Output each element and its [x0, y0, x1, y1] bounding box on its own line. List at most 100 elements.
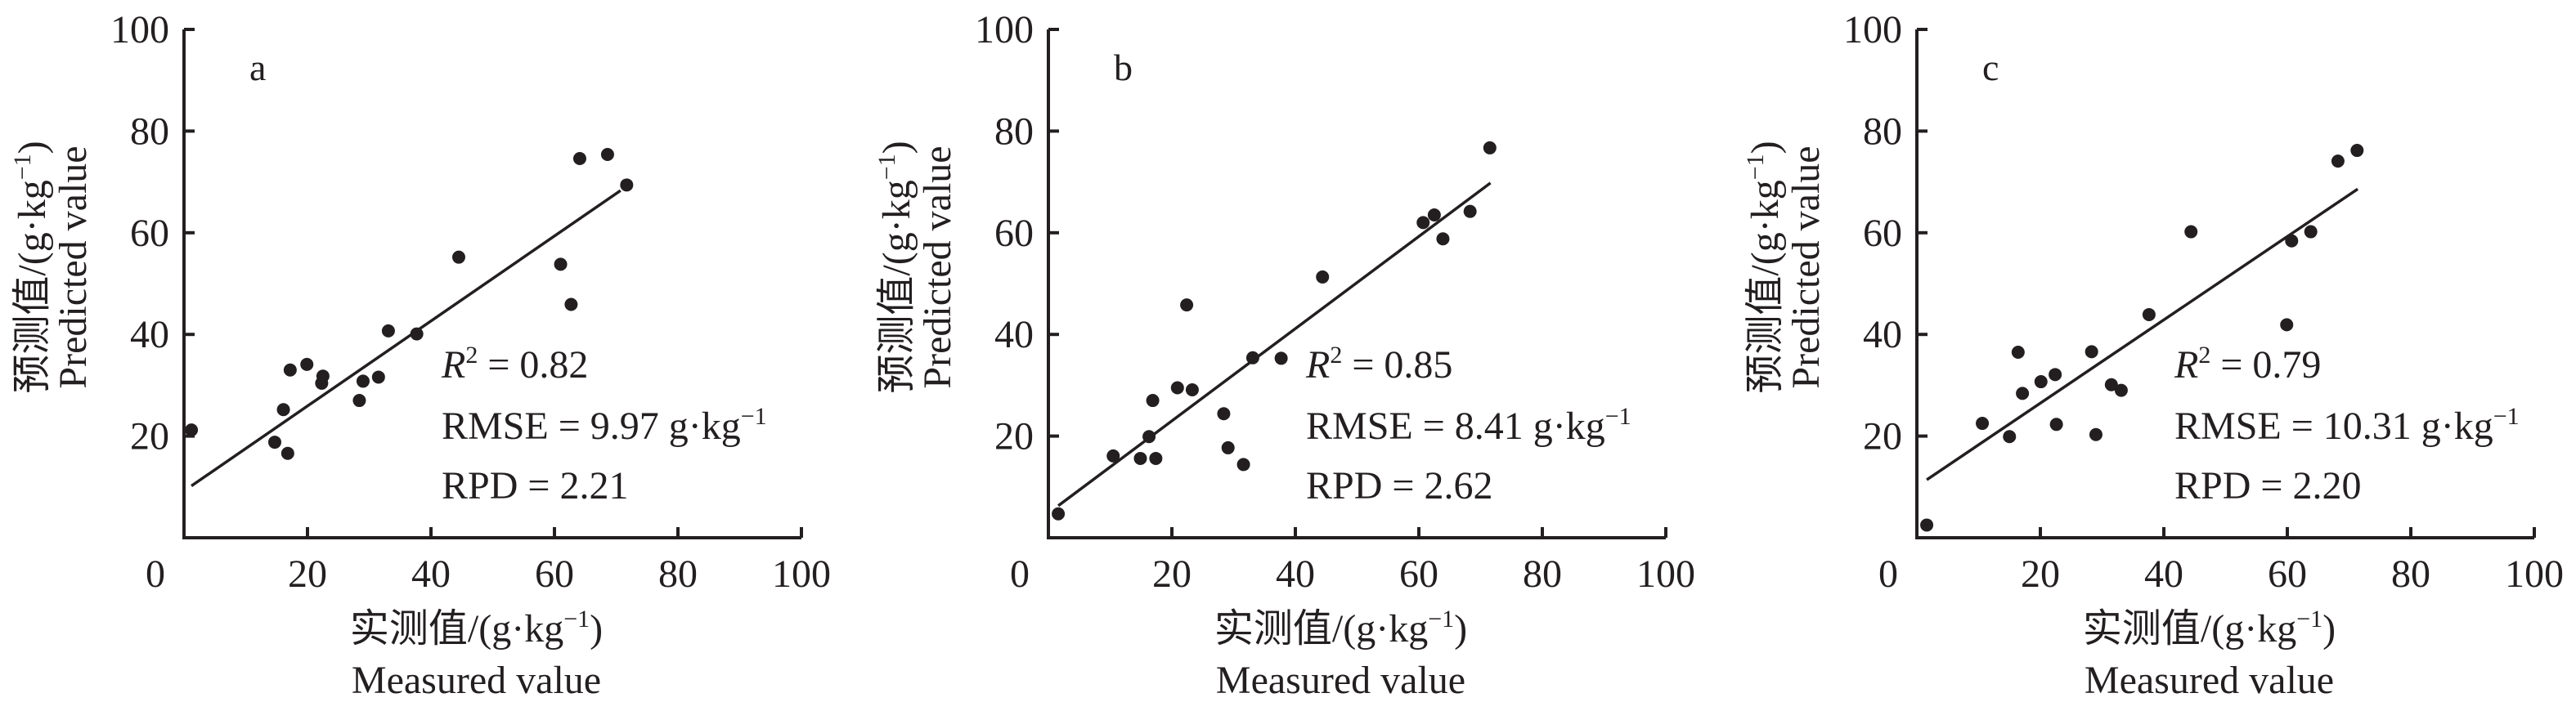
y-tick-label: 60 — [994, 212, 1034, 255]
data-point — [1236, 458, 1250, 472]
panel-label: a — [249, 47, 266, 88]
panel-a: 0 20 40 60 80 100 20 40 60 80 100 a R2 = 0.82 RMSE = … — [9, 8, 831, 702]
data-point — [267, 436, 281, 449]
data-point — [283, 363, 297, 377]
y-axis-title-cn: 预测值/(g·kg−1) — [873, 141, 918, 393]
panel-label: b — [1114, 47, 1133, 88]
data-point — [620, 178, 634, 192]
x-tick-label: 0 — [1878, 552, 1898, 596]
data-point — [1483, 141, 1497, 154]
data-point — [2184, 225, 2198, 239]
data-point — [1052, 507, 1066, 521]
data-point — [280, 446, 294, 460]
y-tick-label: 20 — [130, 415, 169, 458]
x-tick-label: 40 — [411, 552, 451, 596]
y-tick-label: 20 — [994, 415, 1034, 458]
data-point — [1217, 407, 1231, 421]
y-tick-label: 80 — [994, 110, 1034, 153]
r2-stat: R2 = 0.85 — [1305, 342, 1452, 387]
x-tick-label: 80 — [2391, 552, 2430, 596]
rpd-stat: RPD = 2.20 — [2174, 464, 2361, 508]
data-point — [2003, 430, 2017, 444]
data-point — [1142, 430, 1156, 444]
data-point — [356, 374, 370, 388]
panel-b: 0 20 40 60 80 100 20 40 60 80 100 b R2 = 0.85 RMSE = … — [873, 8, 1695, 702]
data-point — [1316, 270, 1330, 284]
panel-c: 0 20 40 60 80 100 20 40 60 80 100 c R2 = 0.79 RMSE = … — [1742, 8, 2564, 702]
regression-line — [1057, 181, 1492, 508]
data-point — [2049, 418, 2063, 432]
data-point — [572, 151, 586, 165]
data-point — [2142, 307, 2156, 321]
data-point — [554, 257, 568, 271]
data-point — [1133, 451, 1147, 465]
data-point — [2016, 387, 2030, 400]
rpd-stat: RPD = 2.21 — [442, 464, 628, 508]
x-tick-label: 60 — [535, 552, 574, 596]
data-point — [1221, 440, 1235, 454]
data-point — [2104, 378, 2118, 391]
x-axis-title-en: Measured value — [352, 659, 601, 702]
x-tick-label: 0 — [146, 552, 165, 596]
data-point — [1149, 451, 1163, 465]
y-tick-label: 60 — [1863, 212, 1902, 255]
data-point — [1245, 351, 1259, 364]
data-point — [2049, 368, 2062, 382]
data-point — [2034, 375, 2048, 389]
data-point — [451, 250, 465, 264]
data-point — [600, 148, 614, 162]
data-point — [1106, 449, 1120, 463]
y-axis-title-cn: 预测值/(g·kg−1) — [9, 141, 54, 393]
x-tick-label: 80 — [1523, 552, 1562, 596]
y-axis-title-en: Predicted value — [916, 145, 959, 388]
data-point — [2085, 345, 2098, 359]
x-tick-label: 100 — [1636, 552, 1695, 596]
y-tick-label: 60 — [130, 212, 169, 255]
data-point — [2011, 345, 2025, 359]
y-tick-label: 40 — [130, 313, 169, 356]
y-tick-label: 40 — [1863, 313, 1902, 356]
y-tick-label: 100 — [110, 8, 169, 51]
data-point — [1185, 382, 1199, 396]
panel-label: c — [1982, 47, 1999, 88]
data-point — [1274, 351, 1288, 365]
y-tick-label: 100 — [1843, 8, 1902, 51]
x-axis-title-cn: 实测值/(g·kg−1) — [1214, 606, 1467, 651]
y-tick-label: 100 — [975, 8, 1034, 51]
data-point — [1463, 204, 1477, 218]
data-point — [1146, 394, 1160, 408]
data-point — [1416, 216, 1430, 230]
data-point — [315, 376, 329, 390]
x-axis-title-cn: 实测值/(g·kg−1) — [2083, 606, 2336, 651]
y-axis-title-cn: 预测值/(g·kg−1) — [1742, 141, 1787, 393]
x-tick-label: 20 — [1152, 552, 1192, 596]
x-tick-label: 40 — [2144, 552, 2183, 596]
x-axis-title-cn: 实测值/(g·kg−1) — [350, 606, 603, 651]
x-axis-title-en: Measured value — [1216, 659, 1465, 702]
regression-line — [191, 189, 622, 487]
data-point — [381, 324, 395, 338]
x-tick-label: 0 — [1010, 552, 1030, 596]
y-tick-label: 80 — [130, 110, 169, 153]
x-tick-label: 80 — [658, 552, 698, 596]
x-tick-label: 100 — [772, 552, 831, 596]
y-tick-label: 80 — [1863, 110, 1902, 153]
data-point — [1436, 232, 1450, 246]
data-point — [564, 297, 578, 311]
y-axis-title-en: Predicted value — [1784, 145, 1828, 388]
y-tick-label: 40 — [994, 313, 1034, 356]
data-point — [2285, 234, 2299, 248]
x-tick-label: 20 — [288, 552, 327, 596]
data-point — [1170, 381, 1184, 395]
rmse-stat: RMSE = 8.41 g·kg−1 — [1306, 403, 1631, 448]
data-point — [410, 327, 424, 341]
data-point — [1976, 417, 1990, 431]
data-point — [2089, 427, 2103, 441]
x-tick-label: 40 — [1276, 552, 1315, 596]
r2-stat: R2 = 0.82 — [441, 342, 588, 387]
data-point — [1180, 298, 1194, 312]
y-axis-title-en: Predicted value — [52, 145, 95, 388]
data-point — [300, 357, 314, 371]
data-point — [1920, 518, 1934, 532]
